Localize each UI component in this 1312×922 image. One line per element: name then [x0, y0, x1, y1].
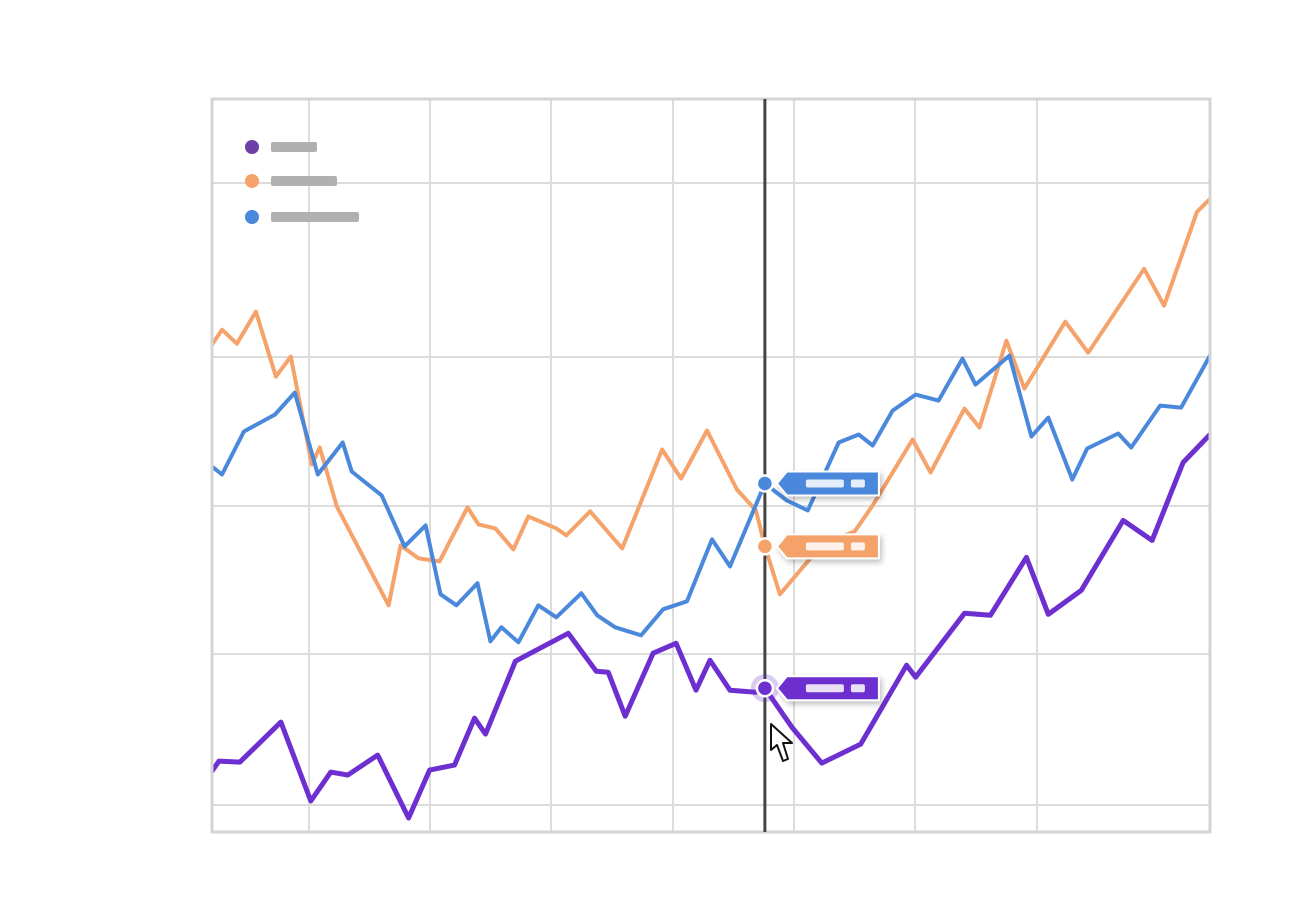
plot-background [212, 99, 1210, 832]
hover-point-3 [755, 474, 775, 493]
legend-marker-1 [245, 140, 259, 154]
hover-point-1 [755, 678, 775, 698]
legend-label-1 [271, 142, 317, 152]
value-tooltips [775, 470, 880, 702]
hover-markers [750, 474, 779, 703]
plot-frame [210, 97, 1212, 834]
legend-label-2 [271, 176, 337, 186]
series-line-1 [212, 432, 1210, 821]
series-line-3 [212, 353, 1210, 645]
gridlines [212, 99, 1210, 832]
legend [245, 140, 359, 224]
series-layer [212, 196, 1210, 821]
legend-label-3 [271, 212, 359, 222]
legend-marker-2 [245, 174, 259, 188]
hover-point-2 [755, 537, 775, 556]
legend-marker-3 [245, 210, 259, 224]
mouse-cursor-icon [770, 723, 793, 762]
